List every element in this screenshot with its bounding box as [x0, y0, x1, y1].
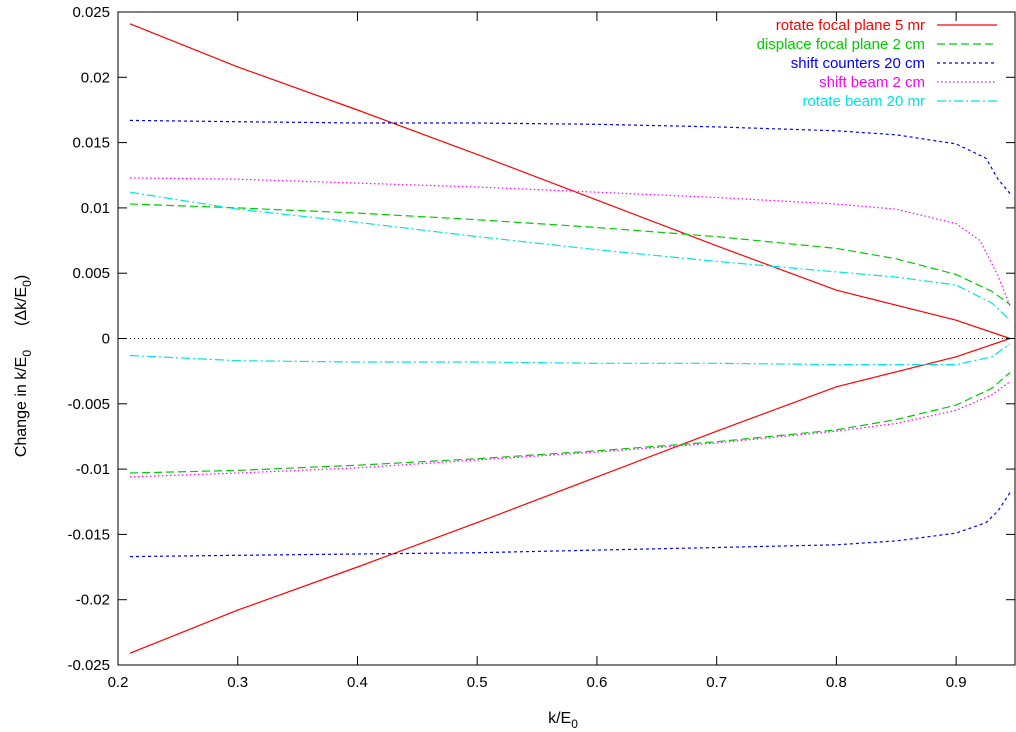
series-1: [129, 23, 1011, 654]
x-tick-label: 0.7: [706, 674, 727, 691]
x-tick-label: 0.5: [467, 674, 488, 691]
y-tick-label: -0.02: [76, 592, 110, 609]
y-tick-label: 0.01: [81, 200, 110, 217]
x-axis-title-subscript: 0: [571, 717, 578, 731]
y-axis-title-part-3: ): [13, 275, 30, 280]
x-tick-label: 0.6: [587, 674, 608, 691]
y-tick-label: 0.015: [72, 135, 110, 152]
y-tick-label: -0.015: [67, 526, 110, 543]
x-ticks: 0.2 0.3 0.4 0.5 0.6 0.7 0.8 0.9: [108, 12, 967, 691]
legend-label: rotate focal plane 5 mr: [776, 17, 925, 34]
series-line-upper: [129, 177, 1011, 307]
series-line-lower: [129, 343, 1011, 366]
x-tick-label: 0.8: [826, 674, 847, 691]
x-tick-label: 0.3: [227, 674, 248, 691]
series-line-upper: [129, 191, 1011, 321]
series-layer: [129, 23, 1011, 654]
series-line-upper: [129, 203, 1011, 305]
series-line-lower: [129, 372, 1011, 474]
series-line-upper: [129, 23, 1011, 340]
y-axis-title-part-2: (Δk/E: [13, 287, 30, 326]
series-line-upper: [129, 119, 1011, 194]
legend-label: rotate beam 20 mr: [802, 93, 925, 110]
y-axis-title-subscript-2: 0: [20, 280, 34, 287]
y-ticks: -0.025 -0.02 -0.015 -0.01 -0.005 0 0.005 0.01 0.…: [67, 4, 1015, 674]
y-tick-label: 0: [102, 331, 110, 348]
series-line-lower: [129, 381, 1011, 478]
y-axis-title-subscript-1: 0: [20, 350, 34, 357]
series-line-lower: [129, 337, 1011, 654]
legend-label: shift beam 2 cm: [819, 74, 925, 91]
y-tick-label: -0.025: [67, 657, 110, 674]
x-tick-label: 0.4: [347, 674, 368, 691]
y-tick-label: 0.005: [72, 265, 110, 282]
legend-label: displace focal plane 2 cm: [757, 36, 925, 53]
y-tick-label: 0.025: [72, 4, 110, 21]
series-2: [129, 203, 1011, 474]
legend-label: shift counters 20 cm: [791, 55, 925, 72]
series-4: [129, 177, 1011, 478]
series-line-lower: [129, 492, 1011, 558]
x-axis-title: k/E0: [548, 710, 578, 731]
y-axis-title: Change in k/E0(Δk/E0): [13, 275, 34, 457]
x-tick-label: 0.9: [946, 674, 967, 691]
x-tick-label: 0.2: [108, 674, 129, 691]
series-3: [129, 119, 1011, 558]
series-5: [129, 191, 1011, 366]
y-tick-label: -0.01: [76, 461, 110, 478]
legend: rotate focal plane 5 mr displace focal pl…: [757, 17, 997, 110]
y-tick-label: -0.005: [67, 396, 110, 413]
y-tick-label: 0.02: [81, 69, 110, 86]
